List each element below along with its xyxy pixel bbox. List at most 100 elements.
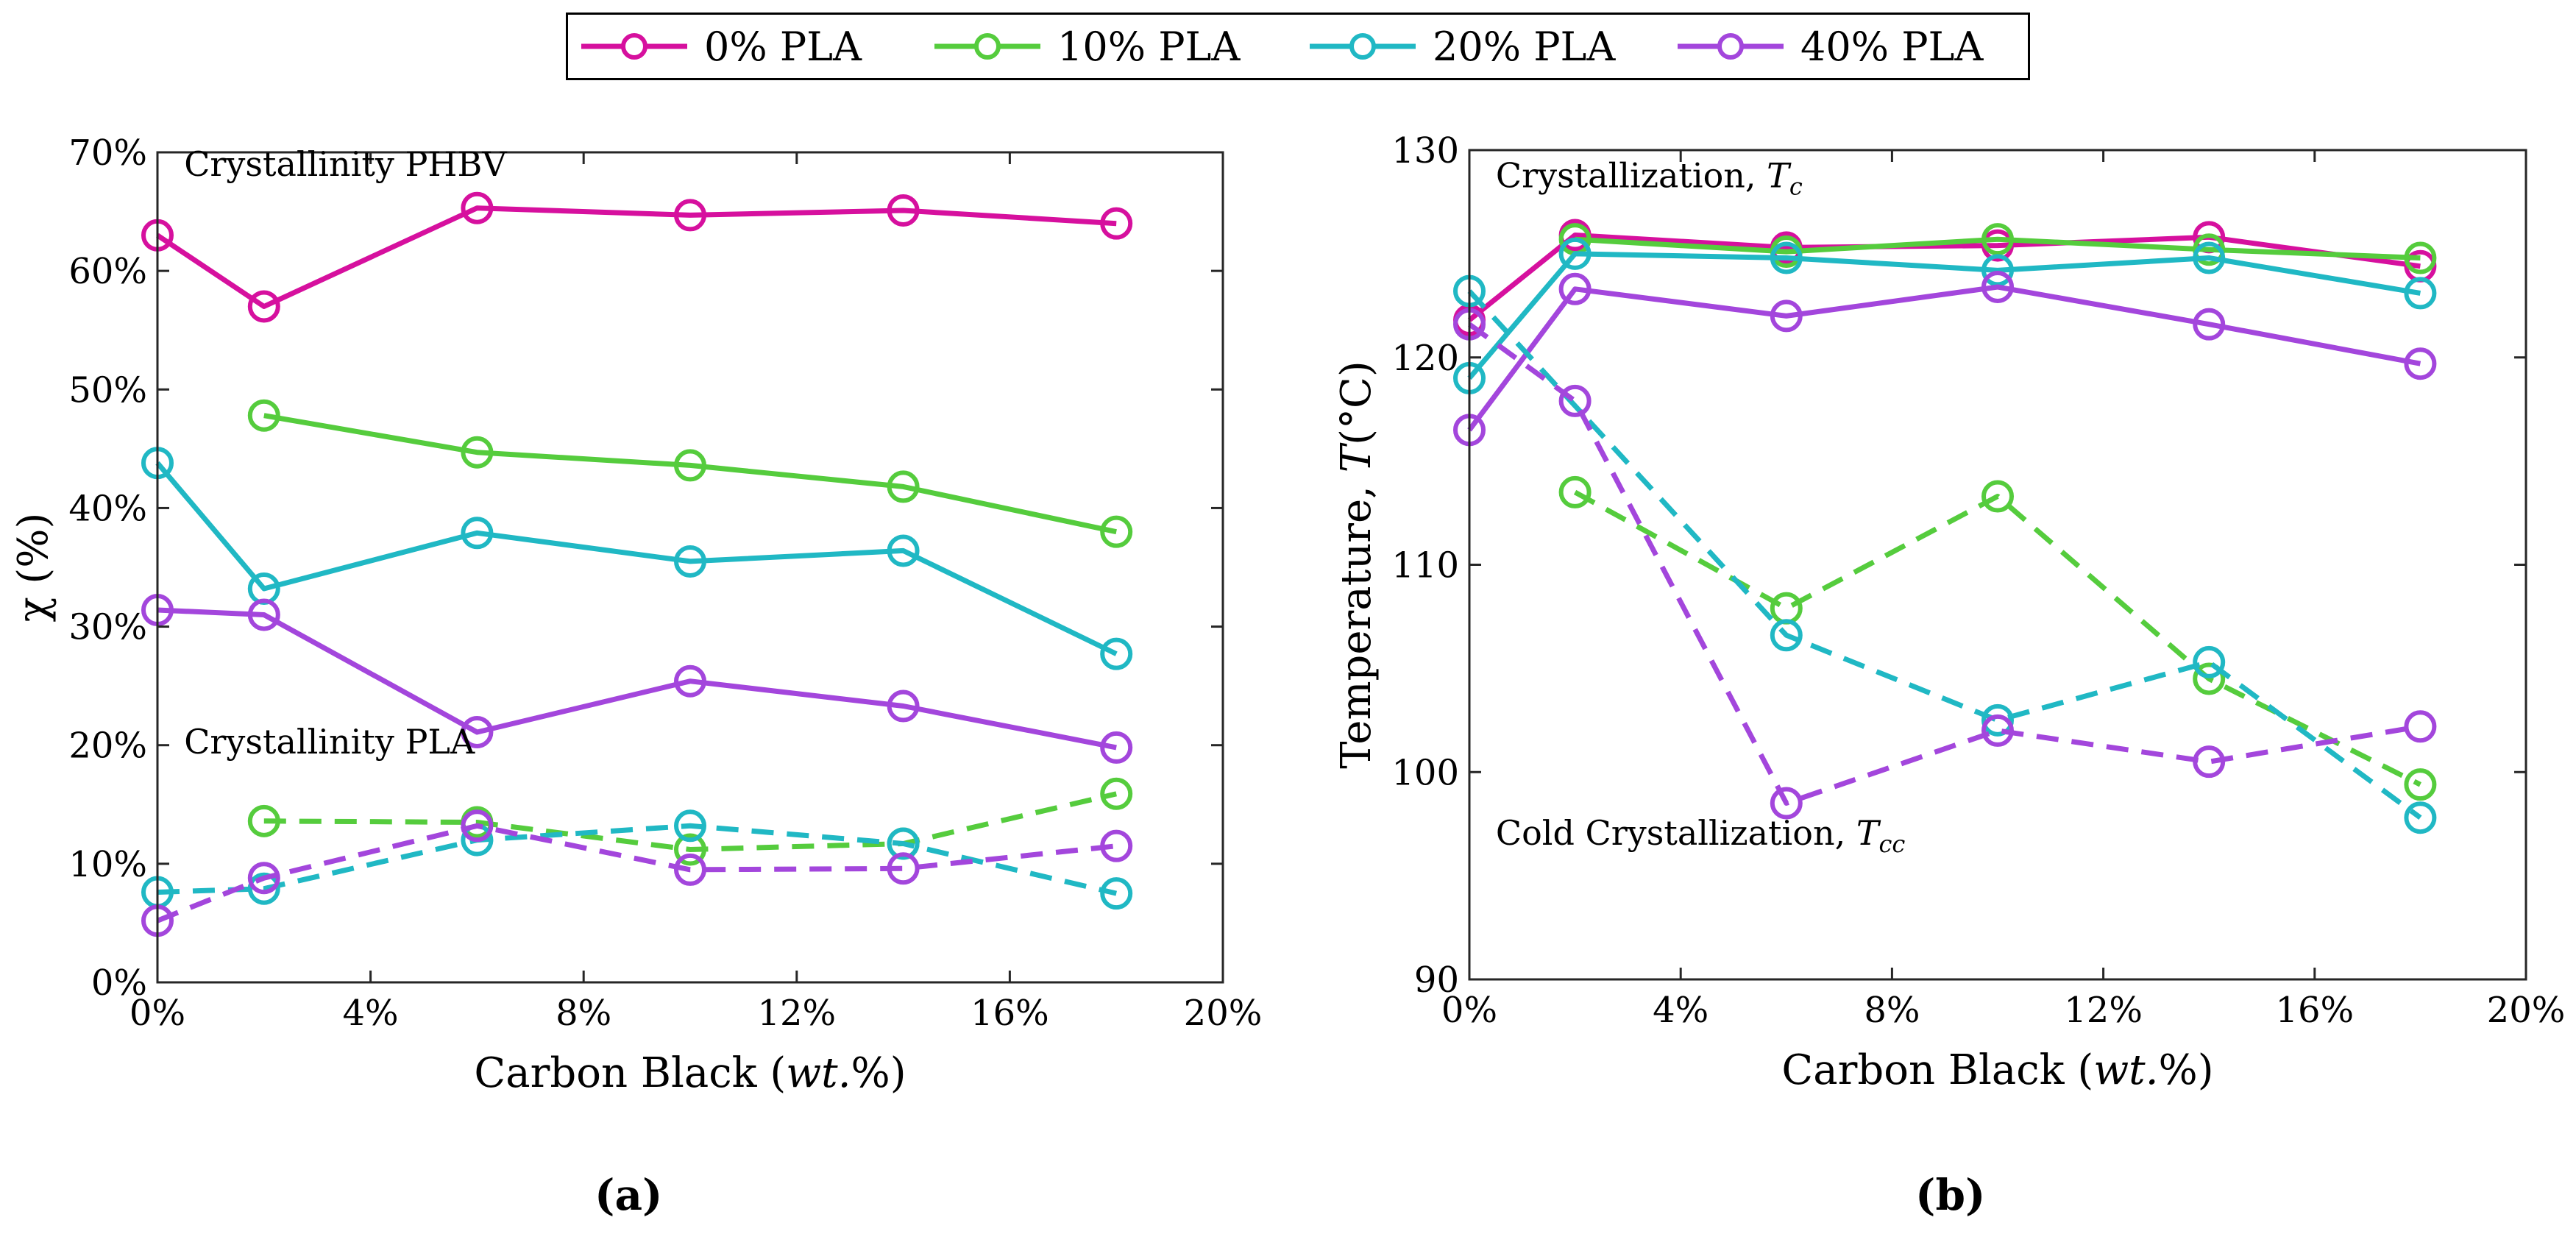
data-point-a-4-2 [674, 833, 706, 866]
series-line-a-5 [157, 823, 1117, 896]
x-tick-label-a-5: 20% [1184, 993, 1263, 1034]
legend-label-0pla: 0% PLA [704, 24, 862, 70]
series-line-b-5 [1467, 289, 2422, 820]
series-line-b-1 [1575, 236, 2421, 260]
data-point-b-2-4 [2193, 241, 2226, 274]
data-point-a-6-2 [461, 809, 494, 843]
data-point-a-1-1 [461, 436, 494, 469]
annotation-b-1: Cold Crystallization, Tcc [1496, 813, 1906, 858]
data-point-b-3-3 [1981, 270, 2014, 303]
series-line-a-0 [156, 205, 1117, 309]
y-tick-label-a-1: 10% [68, 844, 147, 885]
y-tick-label-b-1: 100 [1391, 752, 1459, 793]
data-point-b-5-1 [1770, 619, 1803, 652]
data-point-b-6-3 [1981, 714, 2014, 747]
legend-label-40pla: 40% PLA [1800, 24, 1984, 70]
data-point-b-2-5 [2404, 277, 2437, 310]
y-axis-label-a: χ (%) [10, 513, 57, 623]
data-point-b-5-4 [2404, 801, 2437, 834]
data-point-b-6-5 [2404, 710, 2437, 743]
data-point-b-1-2 [1981, 223, 2014, 256]
data-point-b-3-4 [2193, 308, 2226, 341]
data-point-a-0-3 [674, 199, 706, 232]
data-point-a-2-3 [674, 545, 706, 578]
x-tick-label-a-1: 4% [343, 993, 399, 1034]
data-point-a-1-4 [1100, 515, 1133, 548]
data-point-b-6-4 [2193, 745, 2226, 779]
annotation-a-1: Crystallinity PLA [184, 722, 475, 762]
y-tick-label-a-5: 50% [68, 369, 147, 411]
data-point-a-0-4 [887, 194, 920, 227]
data-point-a-6-3 [674, 853, 706, 886]
series-line-a-6 [156, 823, 1117, 923]
data-point-a-5-4 [887, 827, 920, 860]
x-tick-label-a-4: 16% [971, 993, 1049, 1034]
legend-label-20pla: 20% PLA [1433, 24, 1616, 70]
series-line-a-2 [155, 461, 1118, 656]
data-point-a-5-5 [1100, 877, 1133, 910]
y-tick-label-b-3: 120 [1391, 338, 1459, 379]
data-point-b-2-1 [1558, 237, 1592, 270]
data-point-a-6-4 [887, 852, 920, 885]
data-point-b-1-3 [2193, 233, 2226, 266]
data-point-b-3-2 [1770, 299, 1803, 333]
data-point-a-1-0 [247, 399, 280, 432]
data-point-a-5-1 [247, 872, 280, 905]
data-point-a-3-3 [674, 664, 706, 698]
data-point-b-1-4 [2404, 241, 2437, 274]
x-tick-label-a-2: 8% [556, 993, 611, 1034]
y-tick-label-a-6: 60% [68, 251, 147, 292]
series-line-a-3 [157, 607, 1117, 751]
series-line-b-3 [1467, 284, 2421, 432]
data-point-a-4-4 [1100, 777, 1133, 810]
y-tick-label-a-4: 40% [68, 488, 147, 529]
data-point-a-1-2 [674, 449, 706, 482]
data-point-a-5-3 [674, 809, 706, 843]
data-point-a-1-3 [887, 470, 920, 503]
y-tick-label-b-4: 130 [1391, 130, 1459, 171]
x-tick-label-b-3: 12% [2064, 990, 2143, 1031]
data-point-a-2-2 [461, 517, 494, 550]
panel-b-label: (b) [1915, 1170, 1986, 1220]
data-point-b-4-2 [1981, 480, 2014, 513]
series-line-a-4 [263, 791, 1117, 852]
series-line-b-6 [1467, 322, 2421, 806]
data-point-a-0-5 [1100, 207, 1133, 240]
chart-b: 0% 4% 8% 12% 16% 20% 90 100 110 120 130 Carbon Blac… [1333, 130, 2565, 1094]
series-line-b-2 [1467, 251, 2421, 380]
data-point-b-4-3 [2193, 662, 2226, 695]
legend-swatch-10pla [934, 33, 1040, 60]
x-tick-label-b-5: 20% [2487, 990, 2566, 1031]
x-tick-label-a-0: 0% [129, 993, 185, 1034]
x-tick-label-b-2: 8% [1864, 990, 1920, 1031]
data-point-a-6-1 [247, 862, 280, 895]
legend: 0% PLA 10% PLA 20% PLA 40% PLA [566, 13, 2030, 80]
data-point-a-3-2 [461, 715, 494, 748]
data-point-b-6-2 [1770, 787, 1803, 820]
y-tick-label-b-0: 90 [1414, 960, 1459, 1001]
data-point-b-5-2 [1981, 703, 2014, 737]
data-point-a-3-1 [247, 598, 280, 631]
series-line-b-0 [1467, 233, 2421, 322]
legend-swatch-40pla [1678, 33, 1784, 60]
data-point-b-6-1 [1558, 384, 1592, 417]
series-line-a-1 [263, 413, 1117, 535]
data-point-b-4-1 [1770, 592, 1803, 625]
data-point-a-0-1 [247, 290, 280, 323]
legend-swatch-20pla [1310, 33, 1416, 60]
x-tick-label-b-4: 16% [2275, 990, 2354, 1031]
data-point-a-6-5 [1100, 829, 1133, 862]
data-point-a-2-5 [1100, 637, 1133, 670]
data-point-a-3-5 [1100, 731, 1133, 764]
chart-a: 0% 4% 8% 12% 16% 20% 0% 10% 20% 30% 40% 50% 60% 70% Ca… [10, 132, 1262, 1097]
data-point-a-2-4 [887, 534, 920, 567]
y-tick-label-b-2: 110 [1391, 545, 1459, 586]
data-point-a-3-4 [887, 689, 920, 723]
x-tick-label-b-0: 0% [1441, 990, 1497, 1031]
data-point-b-2-3 [1981, 254, 2014, 287]
y-tick-label-a-0: 0% [91, 962, 147, 1004]
y-axis-label-b: Temperature, T(°C) [1333, 361, 1380, 768]
x-tick-label-a-3: 12% [757, 993, 836, 1034]
axes-box-a [156, 151, 1224, 984]
